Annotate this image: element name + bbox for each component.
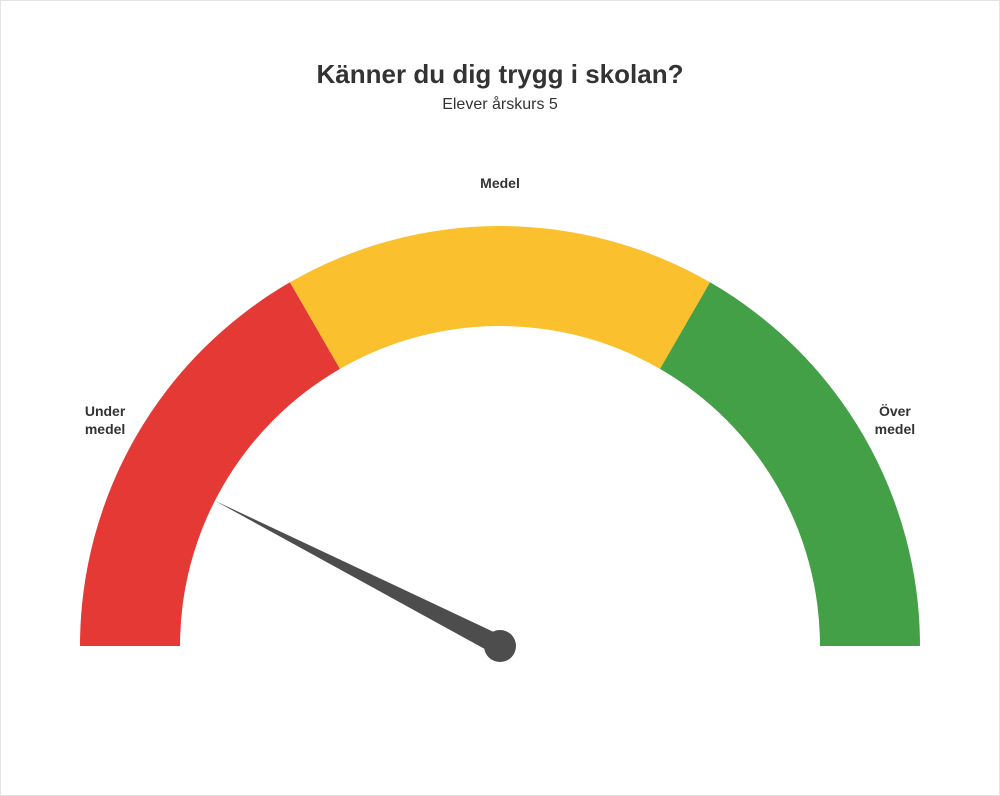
gauge-segment-2 [660, 282, 920, 646]
gauge-segment-1 [290, 226, 710, 369]
gauge-svg [50, 161, 950, 721]
chart-title: Känner du dig trygg i skolan? [1, 59, 999, 90]
chart-subtitle: Elever årskurs 5 [1, 96, 999, 114]
gauge-needle-hub [484, 630, 516, 662]
gauge-segment-label-2: Över medel [855, 402, 935, 438]
gauge-segment-label-1: Medel [460, 174, 540, 192]
titles-block: Känner du dig trygg i skolan? Elever års… [1, 59, 999, 114]
gauge-segment-0 [80, 282, 340, 646]
gauge-needle [215, 501, 505, 655]
gauge-segment-label-0: Under medel [65, 402, 145, 438]
gauge-chart: Under medel Medel Över medel [50, 161, 950, 721]
chart-frame: Känner du dig trygg i skolan? Elever års… [0, 0, 1000, 796]
